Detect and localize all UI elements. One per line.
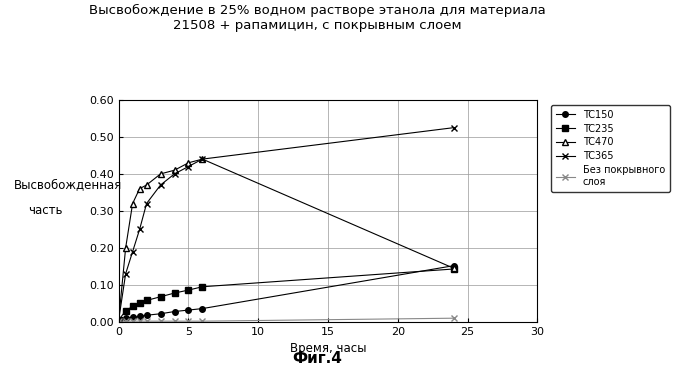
Без покрывного
слоя (128, 319, 137, 323)
TC235 (142, 298, 151, 303)
TC470 (184, 161, 193, 165)
Line: TC150: TC150 (116, 263, 456, 323)
TC235 (114, 318, 123, 322)
Text: Фиг.4: Фиг.4 (292, 351, 343, 366)
TC365 (170, 172, 179, 176)
TC235 (121, 309, 130, 313)
Без покрывного
слоя (135, 319, 144, 323)
TC365 (135, 227, 144, 232)
TC235 (450, 267, 458, 271)
X-axis label: Время, часы: Время, часы (290, 342, 366, 355)
Line: TC365: TC365 (115, 124, 457, 323)
Text: Высвобождение в 25% водном растворе этанола для материала
21508 + рапамицин, с п: Высвобождение в 25% водном растворе этан… (89, 4, 546, 32)
Без покрывного
слоя (170, 319, 179, 323)
TC150 (121, 316, 130, 320)
Без покрывного
слоя (156, 319, 165, 323)
TC365 (121, 272, 130, 276)
TC470 (114, 318, 123, 322)
TC365 (156, 183, 165, 187)
TC365 (198, 157, 207, 161)
Без покрывного
слоя (450, 316, 458, 320)
TC150 (135, 314, 144, 319)
TC470 (121, 246, 130, 250)
TC470 (198, 157, 207, 161)
TC470 (135, 186, 144, 191)
Text: Высвобожденная: Высвобожденная (14, 178, 122, 192)
TC150 (198, 306, 207, 311)
TC150 (128, 315, 137, 320)
TC365 (114, 318, 123, 322)
Line: Без покрывного
слоя: Без покрывного слоя (116, 315, 456, 324)
TC365 (450, 125, 458, 130)
TC365 (142, 201, 151, 206)
TC470 (156, 172, 165, 176)
TC235 (156, 295, 165, 299)
Без покрывного
слоя (121, 319, 130, 323)
Text: часть: часть (28, 204, 62, 218)
Line: TC235: TC235 (116, 266, 456, 323)
TC150 (450, 263, 458, 268)
Без покрывного
слоя (184, 319, 193, 323)
TC150 (114, 318, 123, 322)
TC235 (184, 288, 193, 292)
TC235 (198, 285, 207, 289)
TC470 (142, 183, 151, 187)
Legend: TC150, TC235, TC470, TC365, Без покрывного
слоя: TC150, TC235, TC470, TC365, Без покрывно… (551, 105, 670, 192)
TC150 (170, 309, 179, 314)
TC365 (128, 249, 137, 254)
TC470 (170, 168, 179, 172)
TC235 (170, 291, 179, 295)
Line: TC470: TC470 (116, 156, 456, 323)
TC470 (128, 201, 137, 206)
Без покрывного
слоя (142, 319, 151, 323)
Без покрывного
слоя (198, 319, 207, 323)
TC235 (128, 304, 137, 309)
TC150 (156, 312, 165, 316)
Без покрывного
слоя (114, 319, 123, 323)
TC365 (184, 164, 193, 169)
TC470 (450, 266, 458, 270)
TC235 (135, 300, 144, 305)
TC150 (142, 313, 151, 317)
TC150 (184, 308, 193, 312)
